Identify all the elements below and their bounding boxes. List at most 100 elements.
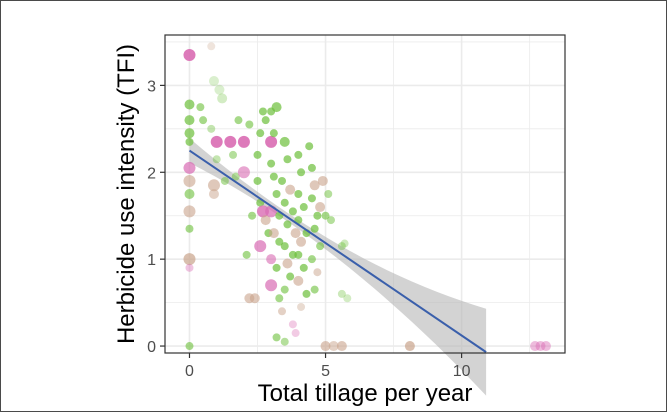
data-point [280,285,289,294]
data-point [275,294,284,303]
trend-line [188,149,487,353]
data-point [261,116,270,125]
data-point [305,142,314,151]
data-point [183,48,196,61]
data-point [278,176,287,185]
data-point [185,137,194,146]
data-point [336,341,347,352]
data-points [183,42,551,352]
data-point [540,341,551,352]
data-point [307,163,316,172]
data-point [297,302,306,311]
data-point [199,116,208,125]
data-point [185,224,194,233]
data-point [313,211,322,220]
data-point [275,237,284,246]
data-point [288,207,297,216]
data-point [269,172,278,181]
data-point [283,155,292,164]
data-point [280,198,289,207]
data-point [272,333,281,342]
data-point [290,228,301,239]
data-point [224,135,237,148]
data-point [253,176,262,185]
data-point [229,150,238,159]
data-point [214,84,225,95]
data-point [291,329,300,338]
data-point [299,203,308,212]
data-point [208,189,219,199]
data-point [184,99,195,110]
data-point [288,320,297,329]
data-point [266,254,277,265]
data-point [217,93,228,104]
data-point [404,341,415,352]
panel-border [164,34,566,354]
data-point [212,155,221,164]
data-point [530,341,541,352]
data-point [294,250,303,259]
data-point [248,211,257,220]
y-tick-label: 3 [147,78,156,95]
data-point [208,76,219,87]
data-point [280,242,289,251]
data-point [297,168,306,177]
data-point [299,263,308,272]
data-point [272,190,281,198]
data-point [320,341,331,352]
data-point [343,294,352,303]
data-point [184,128,195,139]
data-point [245,120,254,129]
data-point [310,285,319,294]
data-point [280,337,289,346]
data-point [309,180,320,191]
data-point [278,307,287,316]
grid-lines [165,35,565,353]
data-point [285,184,296,195]
data-point [272,263,281,272]
plot-panel [165,35,565,353]
data-point [253,150,262,159]
data-point [269,129,278,138]
data-point [268,228,279,239]
data-point [324,190,333,198]
data-point [260,215,271,226]
data-point [283,220,292,229]
data-point [237,135,250,148]
trend-line-layer [188,149,487,353]
data-point [234,116,243,125]
x-tick-label: 5 [321,363,330,380]
data-point [307,255,316,264]
data-point [315,202,326,213]
data-point [254,240,267,253]
y-tick-label: 1 [147,252,156,269]
x-axis-title: Total tillage per year [258,380,473,407]
data-point [183,174,196,187]
data-point [282,258,293,269]
data-point [337,242,346,251]
data-point [185,263,194,272]
data-point [321,211,330,220]
data-point [185,342,194,351]
data-point [294,190,303,198]
data-point [183,161,196,174]
axis-ticks: 0 5 10 0 1 2 3 [147,78,471,380]
data-point [256,129,265,138]
data-point [258,107,267,116]
data-point [340,239,349,248]
data-point [183,253,196,266]
x-tick-label: 0 [185,363,194,380]
data-point [279,136,290,147]
data-point [310,224,319,233]
data-point [196,103,205,112]
data-point [337,289,346,298]
data-point [286,272,295,281]
data-point [207,124,216,133]
data-point [184,189,195,199]
data-point [313,268,322,277]
data-point [207,42,216,51]
y-tick-label: 0 [147,339,156,356]
data-point [184,115,195,126]
data-point [231,172,240,181]
